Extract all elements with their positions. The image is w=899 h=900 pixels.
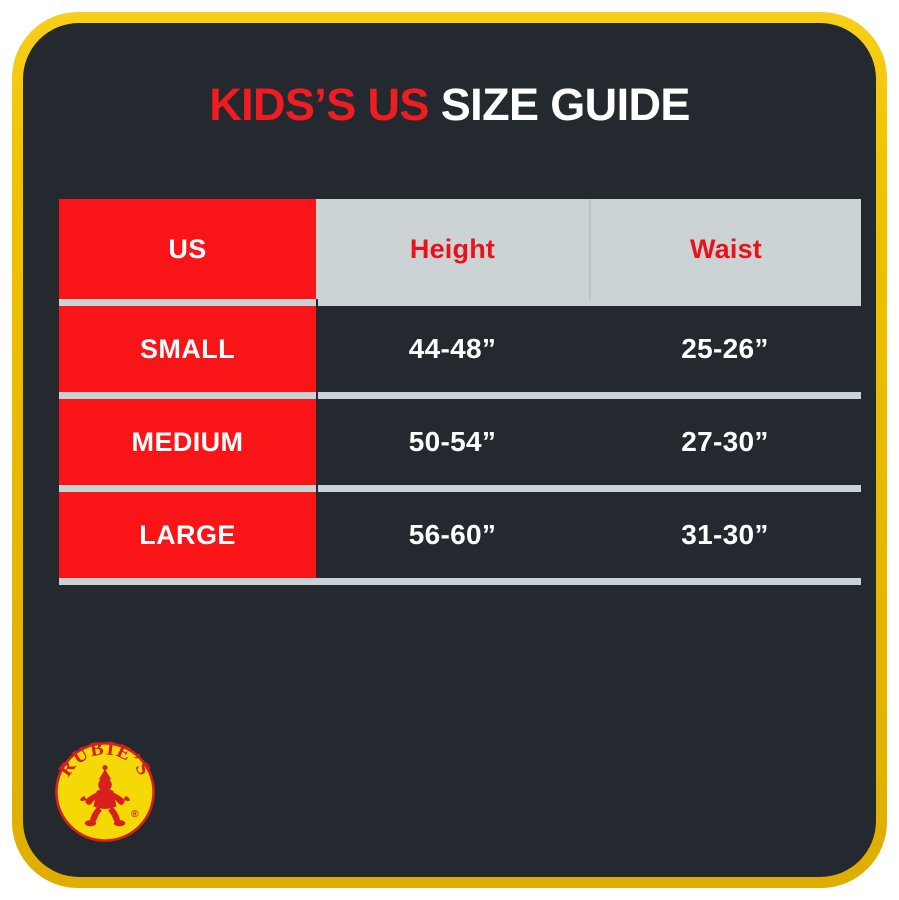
- cell-size: MEDIUM: [59, 399, 316, 485]
- cell-waist: 25-26”: [589, 306, 861, 392]
- page-title: KIDS’S US SIZE GUIDE: [23, 82, 876, 127]
- cell-height: 50-54”: [316, 399, 589, 485]
- row-separator: [59, 485, 861, 492]
- size-chart-table: US Height Waist SMALL 44-48” 25-26” MEDI…: [59, 199, 861, 585]
- cell-size: LARGE: [59, 492, 316, 578]
- column-header-height: Height: [316, 199, 589, 299]
- column-header-waist: Waist: [589, 199, 861, 299]
- page-title-highlight: KIDS’S US: [209, 79, 429, 130]
- yellow-frame-border: KIDS’S US SIZE GUIDE US Height Waist SMA…: [12, 12, 887, 888]
- cell-height: 56-60”: [316, 492, 589, 578]
- cell-waist: 31-30”: [589, 492, 861, 578]
- table-header-row: US Height Waist: [59, 199, 861, 299]
- row-separator: [59, 299, 861, 306]
- cell-height: 44-48”: [316, 306, 589, 392]
- cell-waist: 27-30”: [589, 399, 861, 485]
- rubies-logo: RUBIE’S: [53, 740, 157, 844]
- cell-size: SMALL: [59, 306, 316, 392]
- page-title-rest: SIZE GUIDE: [440, 79, 691, 130]
- table-row: MEDIUM 50-54” 27-30”: [59, 399, 861, 485]
- table-bottom-separator: [59, 578, 861, 585]
- table-row: SMALL 44-48” 25-26”: [59, 306, 861, 392]
- trademark-symbol: ®: [131, 809, 139, 820]
- row-separator: [59, 392, 861, 399]
- dark-panel: KIDS’S US SIZE GUIDE US Height Waist SMA…: [23, 23, 876, 877]
- table-row: LARGE 56-60” 31-30”: [59, 492, 861, 578]
- column-header-size: US: [59, 199, 316, 299]
